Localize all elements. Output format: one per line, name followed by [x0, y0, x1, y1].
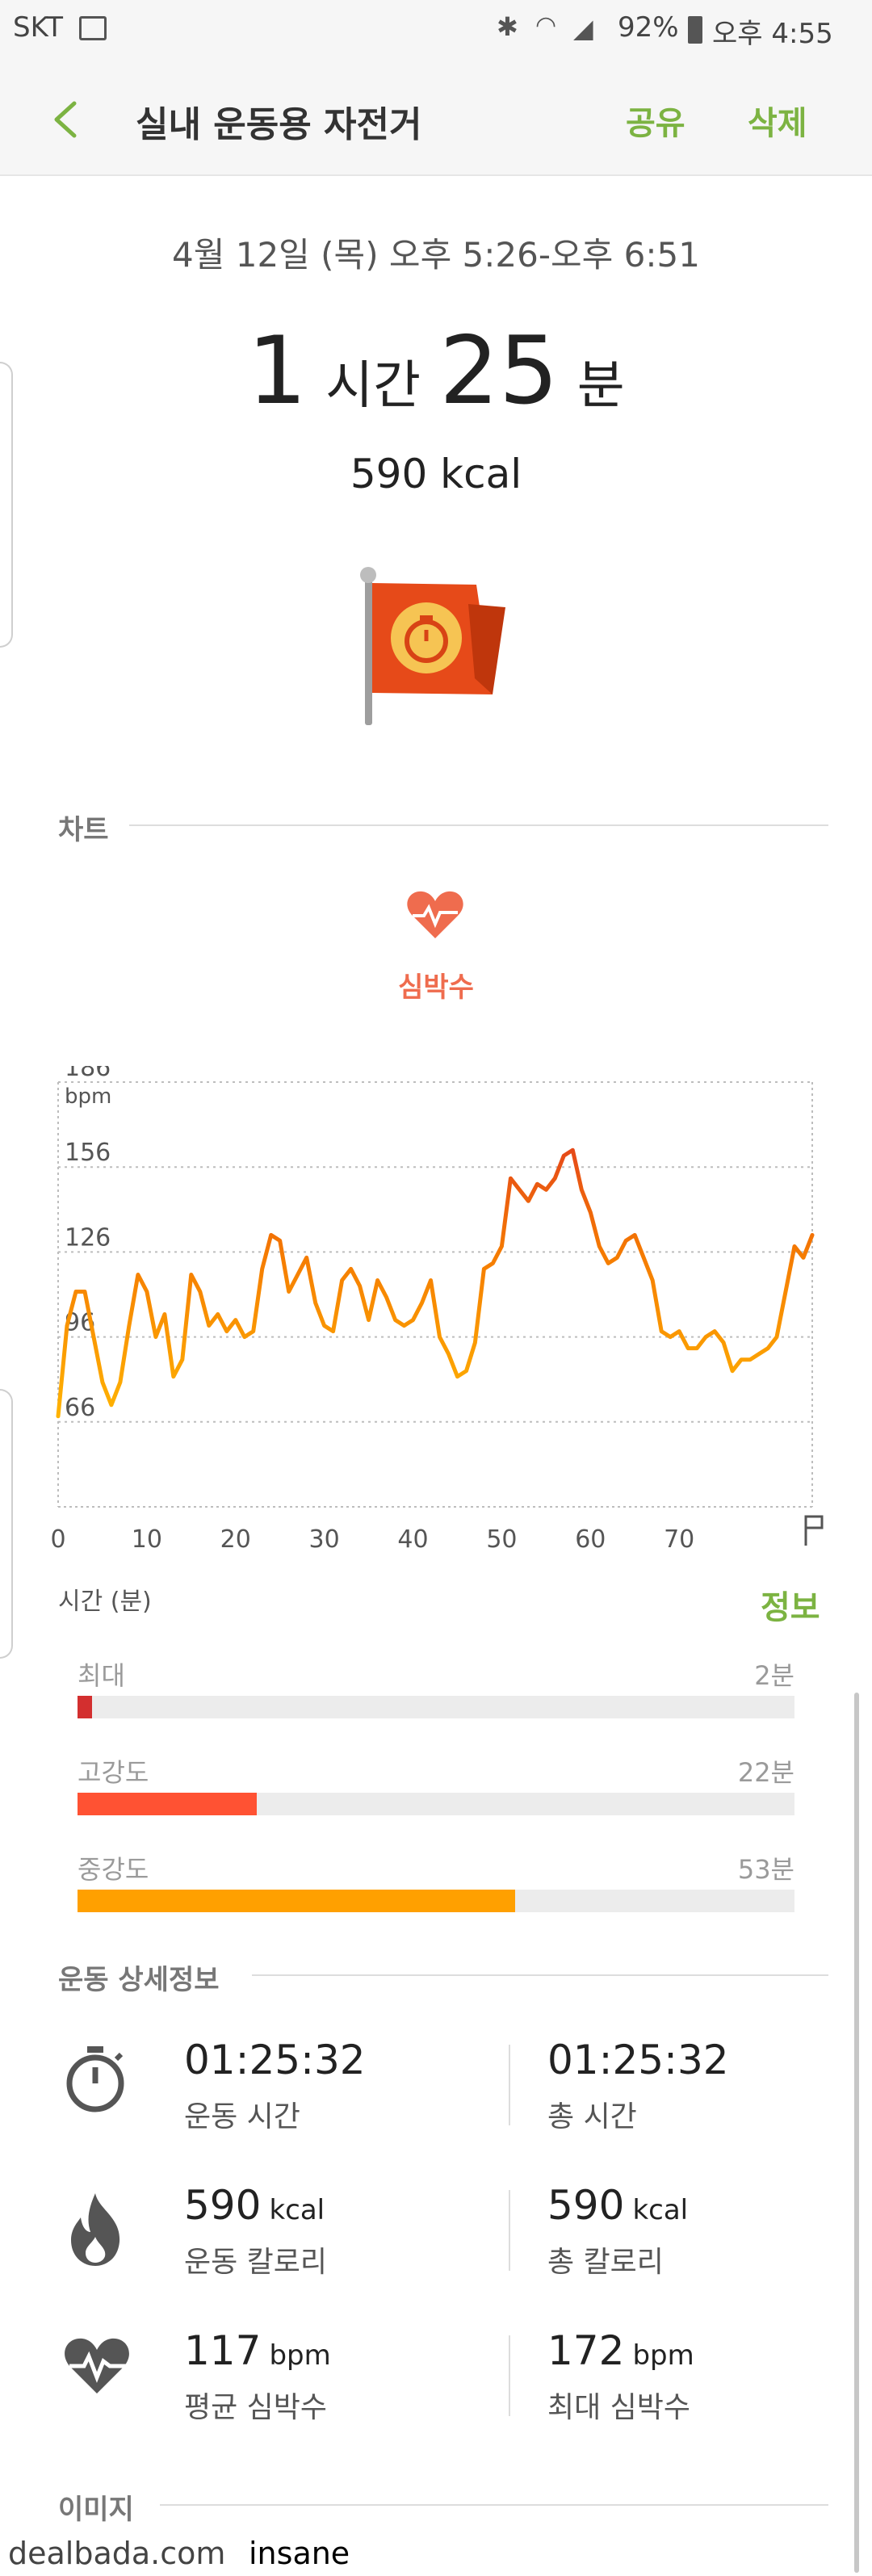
- detail-value-number: 117: [184, 2327, 262, 2374]
- intensity-zone-track: [78, 1890, 794, 1912]
- y-axis-unit-label: bpm: [65, 1085, 111, 1109]
- intensity-zone-name: 최대: [78, 1660, 125, 1691]
- detail-column-divider: [509, 2045, 510, 2125]
- x-axis-title: 시간 (분): [58, 1588, 152, 1616]
- heart-rate-icon: [63, 2335, 131, 2400]
- detail-left-value: 590 kcal: [184, 2182, 325, 2229]
- detail-right-label: 최대 심박수: [547, 2391, 691, 2424]
- detail-value-number: 590: [547, 2182, 625, 2229]
- y-tick-label: 126: [65, 1223, 111, 1252]
- detail-right-value: 590 kcal: [547, 2182, 688, 2229]
- duration-flag-badge-icon: [360, 567, 505, 725]
- heart-rate-icon: [407, 891, 463, 938]
- battery-percent: 92%: [618, 11, 679, 44]
- duration-hours: 1: [247, 317, 308, 426]
- stopwatch-icon: [63, 2045, 128, 2117]
- bluetooth-icon: ✱: [497, 11, 518, 42]
- detail-value-number: 590: [184, 2182, 262, 2229]
- duration-minutes: 25: [439, 317, 559, 426]
- intensity-zone-fill: [78, 1696, 92, 1718]
- intensity-zone-name: 중강도: [78, 1854, 149, 1885]
- x-tick-label: 60: [575, 1525, 606, 1554]
- x-tick-label: 40: [397, 1525, 428, 1554]
- duration-hours-unit: 시간: [325, 356, 421, 416]
- x-tick-label: 30: [309, 1525, 340, 1554]
- intensity-zone-duration: 2분: [754, 1660, 794, 1691]
- finish-flag-icon: [804, 1515, 824, 1529]
- detail-value-number: 01:25:32: [184, 2037, 366, 2083]
- details-section-title: 운동 상세정보: [58, 1964, 220, 1996]
- clock: 오후 4:55: [712, 18, 833, 50]
- intensity-zone-fill: [78, 1793, 257, 1815]
- detail-right-value: 01:25:32: [547, 2037, 729, 2083]
- y-tick-label: 186: [65, 1066, 111, 1082]
- heart-rate-series-line: [56, 1147, 815, 1419]
- images-section-title: 이미지: [58, 2494, 134, 2526]
- y-tick-label: 66: [65, 1394, 95, 1422]
- carrier-label: SKT: [13, 11, 64, 44]
- x-tick-label: 50: [486, 1525, 517, 1554]
- back-arrow-icon[interactable]: [45, 95, 86, 144]
- chart-section-title: 차트: [58, 814, 109, 846]
- detail-right-label: 총 칼로리: [547, 2246, 664, 2279]
- watermark-site: dealbada.com: [8, 2536, 226, 2571]
- page-title: 실내 운동용 자전거: [136, 104, 422, 145]
- detail-value-unit: kcal: [269, 2194, 325, 2226]
- intensity-zone-track: [78, 1696, 794, 1718]
- detail-value-unit: kcal: [632, 2194, 689, 2226]
- detail-value-unit: bpm: [632, 2339, 694, 2372]
- x-tick-label: 70: [664, 1525, 694, 1554]
- share-button[interactable]: 공유: [626, 105, 685, 142]
- intensity-zone-track: [78, 1793, 794, 1815]
- info-button[interactable]: 정보: [761, 1589, 820, 1626]
- signal-icon: ◢: [573, 13, 593, 44]
- x-tick-label: 20: [220, 1525, 251, 1554]
- detail-left-value: 01:25:32: [184, 2037, 366, 2083]
- detail-column-divider: [509, 2335, 510, 2416]
- x-tick-label: 10: [132, 1525, 162, 1554]
- y-tick-label: 156: [65, 1139, 111, 1167]
- watermark: dealbada.com insane: [0, 2534, 355, 2576]
- scrollbar[interactable]: [854, 1693, 859, 2573]
- divider: [160, 2504, 828, 2506]
- detail-left-value: 117 bpm: [184, 2327, 331, 2374]
- wifi-icon: ◠: [535, 11, 557, 40]
- app-bar: 실내 운동용 자전거 공유 삭제: [0, 63, 872, 176]
- intensity-zone-duration: 53분: [737, 1854, 794, 1885]
- detail-left-label: 운동 칼로리: [184, 2246, 328, 2279]
- detail-left-label: 운동 시간: [184, 2100, 300, 2133]
- workout-duration: 1 시간 25 분: [0, 317, 872, 426]
- workout-date-range: 4월 12일 (목) 오후 5:26-오후 6:51: [172, 235, 700, 275]
- workout-calories: 590 kcal: [350, 451, 522, 497]
- x-tick-label: 0: [50, 1525, 65, 1554]
- detail-left-label: 평균 심박수: [184, 2391, 328, 2424]
- detail-right-label: 총 시간: [547, 2100, 637, 2133]
- detail-value-number: 01:25:32: [547, 2037, 729, 2083]
- divider: [252, 1974, 828, 1976]
- duration-minutes-unit: 분: [576, 356, 625, 416]
- intensity-zone-name: 고강도: [78, 1757, 149, 1788]
- divider: [129, 824, 828, 826]
- intensity-zone-duration: 22분: [737, 1757, 794, 1788]
- detail-column-divider: [509, 2190, 510, 2271]
- detail-value-number: 172: [547, 2327, 625, 2374]
- battery-icon: [688, 16, 702, 44]
- flame-icon: [63, 2190, 128, 2271]
- status-bar: SKT ✱ ◠ ◢ 92% 오후 4:55: [0, 0, 872, 63]
- watermark-user: insane: [249, 2536, 350, 2571]
- chart-metric-label: 심박수: [398, 971, 474, 1004]
- detail-value-unit: bpm: [269, 2339, 331, 2372]
- delete-button[interactable]: 삭제: [748, 105, 807, 142]
- gallery-icon: [79, 16, 107, 40]
- detail-right-value: 172 bpm: [547, 2327, 694, 2374]
- intensity-zone-fill: [78, 1890, 515, 1912]
